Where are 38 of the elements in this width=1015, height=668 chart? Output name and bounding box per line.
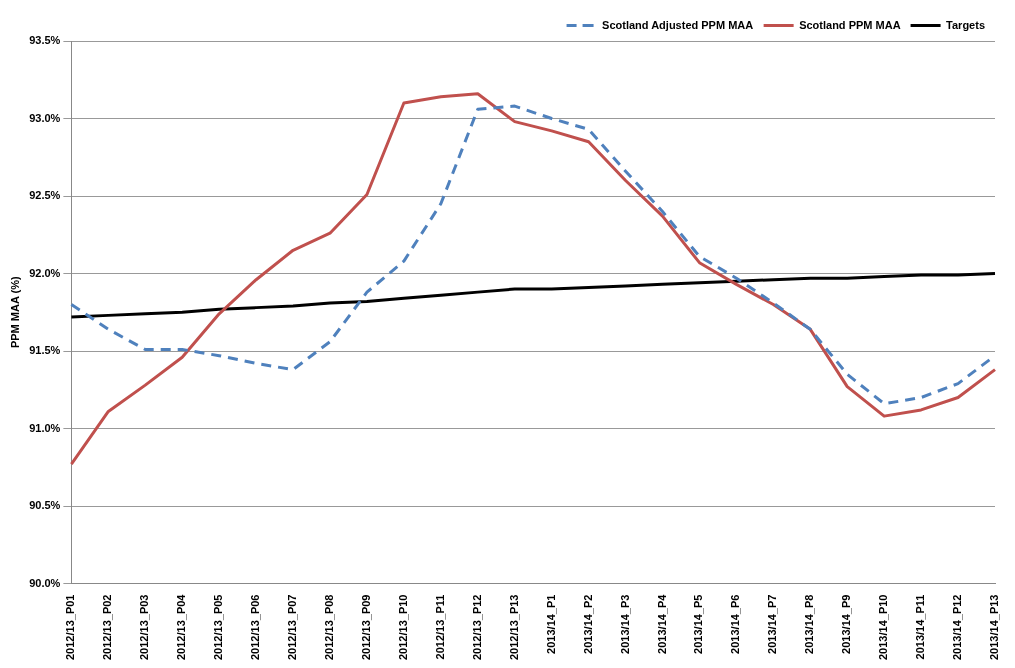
x-tick-label: 2012/13_P13 [507,594,520,660]
y-tick-label: 91.0% [29,421,61,434]
x-tick-label: 2013/14_P2 [581,594,594,654]
x-tick-label: 2012/13_P06 [249,594,262,660]
x-tick-label: 2013/14_P3 [618,594,631,654]
x-tick-label: 2013/14_P4 [655,593,668,654]
x-tick-label: 2012/13_P12 [470,594,483,660]
x-tick-label: 2012/13_P03 [138,594,151,660]
x-tick-label: 2012/13_P05 [212,594,225,660]
legend-label: Scotland Adjusted PPM MAA [602,18,754,31]
x-tick-label: 2013/14_P8 [803,594,816,654]
y-tick-label: 93.5% [29,34,61,47]
y-tick-label: 91.5% [29,344,61,357]
x-tick-label: 2013/14_P5 [692,594,705,654]
y-tick-label: 92.0% [29,266,61,279]
y-tick-label: 90.5% [29,499,61,512]
x-tick-label: 2012/13_P02 [101,594,114,660]
x-tick-label: 2013/14_P1 [544,594,557,654]
x-tick-label: 2013/14_P12 [951,594,964,660]
y-tick-label: 90.0% [29,576,61,589]
y-tick-label: 92.5% [29,189,61,202]
x-tick-label: 2012/13_P04 [175,593,188,660]
x-tick-label: 2012/13_P10 [396,594,409,660]
x-tick-label: 2013/14_P6 [729,594,742,654]
y-tick-label: 93.0% [29,111,61,124]
x-tick-label: 2012/13_P01 [64,594,77,660]
x-tick-label: 2013/14_P11 [914,594,927,660]
x-tick-label: 2013/14_P13 [988,594,1001,660]
x-tick-label: 2013/14_P10 [877,594,890,660]
x-tick-label: 2013/14_P9 [840,594,853,654]
x-tick-label: 2012/13_P11 [433,594,446,660]
y-axis-title: PPM MAA (%) [8,276,21,349]
legend-label: Scotland PPM MAA [799,18,901,31]
x-tick-label: 2013/14_P7 [766,594,779,654]
legend-label: Targets [946,18,985,31]
x-tick-label: 2012/13_P07 [286,594,299,660]
x-tick-label: 2012/13_P09 [359,594,372,660]
x-tick-label: 2012/13_P08 [323,594,336,660]
